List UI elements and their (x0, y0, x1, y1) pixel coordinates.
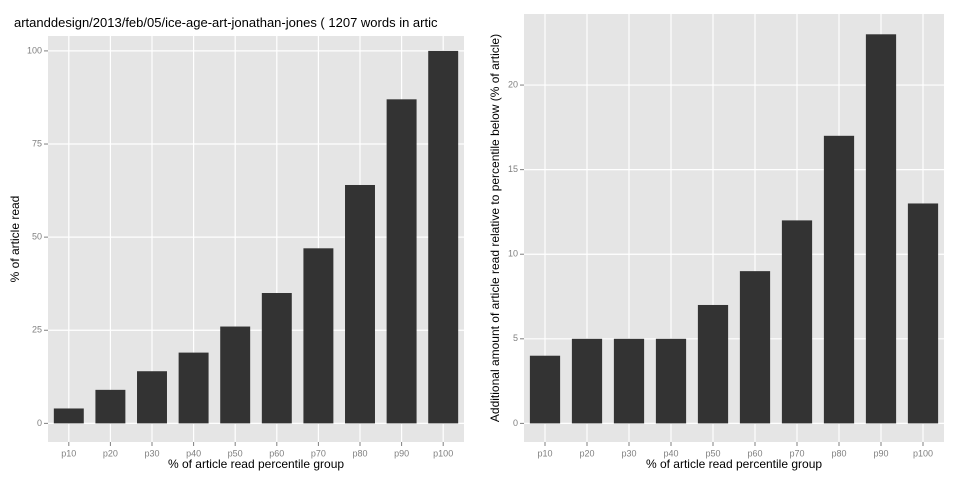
x-tick-label: p50 (705, 448, 720, 458)
y-tick-label: 0 (37, 418, 42, 428)
y-tick-label: 25 (32, 325, 42, 335)
x-tick-label: p30 (621, 448, 636, 458)
chart-right: 0 5 10 15 20 p10 p20 p30 p40 p50 p60 p70 p80 p90 p100%… (488, 14, 944, 471)
bar (178, 352, 209, 424)
bar (571, 338, 603, 424)
x-tick-label: p20 (103, 448, 118, 458)
x-tick-label: p100 (433, 448, 453, 458)
x-axis-label: % of article read percentile group (168, 457, 344, 471)
bar (261, 293, 292, 424)
bar (95, 389, 126, 424)
x-tick-label: p40 (663, 448, 678, 458)
x-tick-label: p100 (913, 448, 933, 458)
y-tick-label: 50 (32, 232, 42, 242)
x-tick-label: p70 (311, 448, 326, 458)
y-tick-label: 10 (508, 249, 518, 259)
bar (865, 34, 897, 424)
x-tick-label: p10 (61, 448, 76, 458)
y-tick-label: 100 (27, 45, 42, 55)
bar (303, 248, 334, 424)
y-axis-label: Additional amount of article read relati… (488, 34, 502, 422)
y-axis-label: % of article read (8, 196, 22, 283)
chart-left: artanddesign/2013/feb/05/ice-age-art-jon… (8, 15, 464, 471)
x-axis-label: % of article read percentile group (646, 457, 822, 471)
chart-title: artanddesign/2013/feb/05/ice-age-art-jon… (14, 15, 438, 30)
y-tick-label: 15 (508, 164, 518, 174)
x-tick-label: p50 (228, 448, 243, 458)
x-tick-label: p90 (394, 448, 409, 458)
bar (428, 50, 459, 424)
bar (697, 304, 729, 424)
x-tick-label: p90 (873, 448, 888, 458)
bar (613, 338, 645, 424)
bar (53, 408, 84, 424)
x-tick-label: p10 (537, 448, 552, 458)
y-tick-label: 0 (513, 418, 518, 428)
bar (739, 271, 771, 424)
bar (220, 326, 251, 424)
x-tick-label: p40 (186, 448, 201, 458)
bar (655, 338, 687, 424)
x-tick-label: p70 (789, 448, 804, 458)
bar (529, 355, 561, 424)
x-tick-label: p30 (144, 448, 159, 458)
bar (907, 203, 939, 424)
y-tick-label: 5 (513, 333, 518, 343)
bar (386, 99, 417, 424)
bar (781, 220, 813, 424)
bar (823, 135, 855, 424)
bar (345, 184, 375, 424)
y-tick-label: 20 (508, 79, 518, 89)
y-tick-label: 75 (32, 138, 42, 148)
bar (137, 371, 167, 424)
x-tick-label: p60 (269, 448, 284, 458)
x-tick-label: p80 (831, 448, 846, 458)
x-tick-label: p20 (579, 448, 594, 458)
x-tick-label: p80 (352, 448, 367, 458)
x-tick-label: p60 (747, 448, 762, 458)
